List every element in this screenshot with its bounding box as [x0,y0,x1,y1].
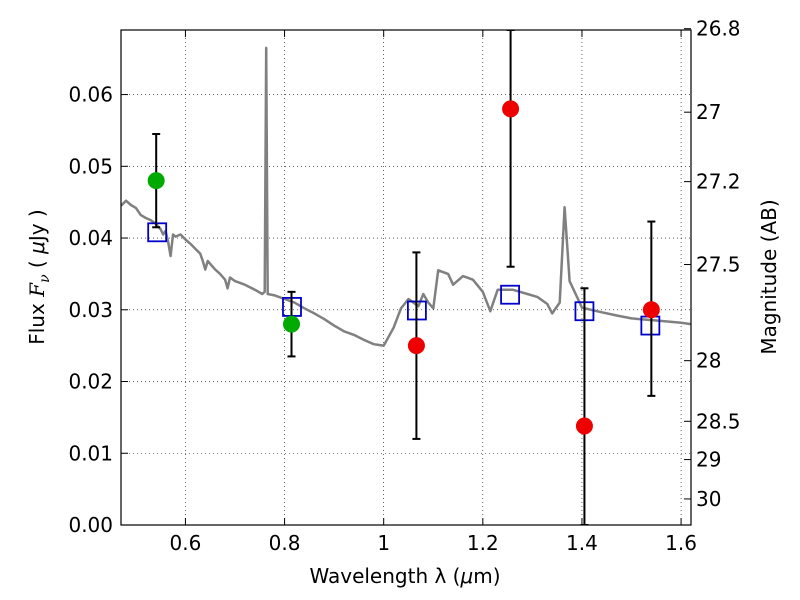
y-axis-label: Flux Fν ( μJy ) [25,209,53,345]
plot-area [121,30,691,525]
grid [121,30,691,526]
x-tick-label: 1.6 [665,531,697,555]
x-tick-label: 0.8 [269,531,301,555]
y-tick-label: 0.06 [68,83,113,107]
low-sn-point [407,337,425,355]
magnitude-tick-label: 30 [696,487,721,511]
magnitude-tick-label: 27 [696,100,721,124]
detection-point [283,315,301,333]
magnitude-axis: 26.8 27 27.2 27.5 28 28.5 29 30 [684,17,741,511]
y-tick-label: 0.03 [68,298,113,322]
x-tick-label: 1 [377,531,390,555]
magnitude-tick-label: 27.2 [696,170,741,194]
y-tick-label: 0.01 [68,441,113,465]
model-flux-square [500,284,520,305]
magnitude-tick-label: 28.5 [696,409,741,433]
magnitude-tick-label: 26.8 [696,17,741,41]
detection-point [147,172,165,190]
magnitude-tick-label: 29 [696,448,721,472]
model-sed-line [121,46,691,347]
y-tick-label: 0.04 [68,226,113,250]
y-tick-label: 0.00 [68,513,113,537]
plot-frame [120,29,692,526]
magnitude-axis-label: Magnitude (AB) [757,199,781,354]
magnitude-tick-label: 27.5 [696,253,741,277]
y-tick-label: 0.02 [68,370,113,394]
x-axis-label: Wavelength λ (μm) [309,564,500,588]
magnitude-tick-label: 28 [696,349,721,373]
y-tick-label: 0.05 [68,154,113,178]
x-tick-label: 0.6 [170,531,202,555]
low-sn-point [502,100,520,118]
y-axis: 0.00 0.01 0.02 0.03 0.04 0.05 0.06 [68,83,128,537]
low-sn-point [575,417,593,435]
low-sn-point [642,301,660,319]
x-axis: 0.6 0.8 1 1.2 1.4 1.6 [170,30,697,555]
x-tick-label: 1.4 [566,531,598,555]
x-tick-label: 1.2 [467,531,499,555]
